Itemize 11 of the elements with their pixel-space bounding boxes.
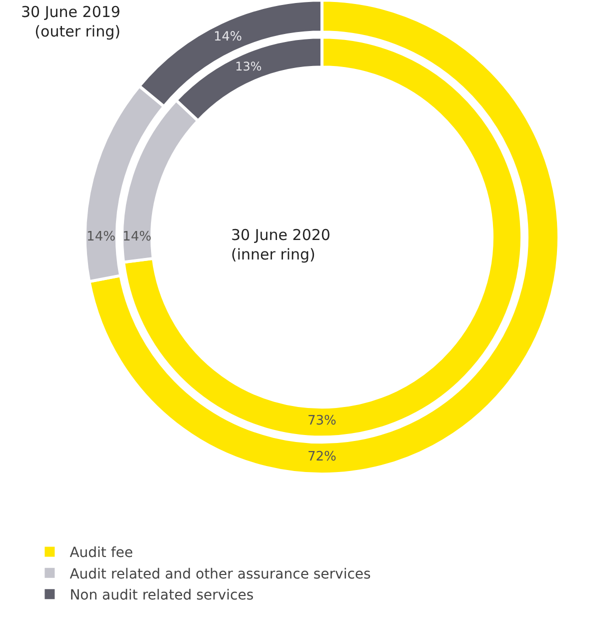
legend-label: Non audit related services <box>70 588 254 604</box>
data-label: 73% <box>307 414 336 429</box>
legend-label: Audit fee <box>70 545 134 562</box>
data-label: 14% <box>122 230 152 245</box>
data-label: 14% <box>214 30 242 45</box>
legend-label: Audit related and other assurance services <box>70 566 371 582</box>
text: 30 June 2019 (outer ring) <box>21 3 120 40</box>
text: 30 June 2020 (inner ring) <box>231 226 330 264</box>
data-label: 13% <box>235 60 262 74</box>
data-label: 72% <box>307 450 336 465</box>
data-label: 14% <box>86 230 116 245</box>
